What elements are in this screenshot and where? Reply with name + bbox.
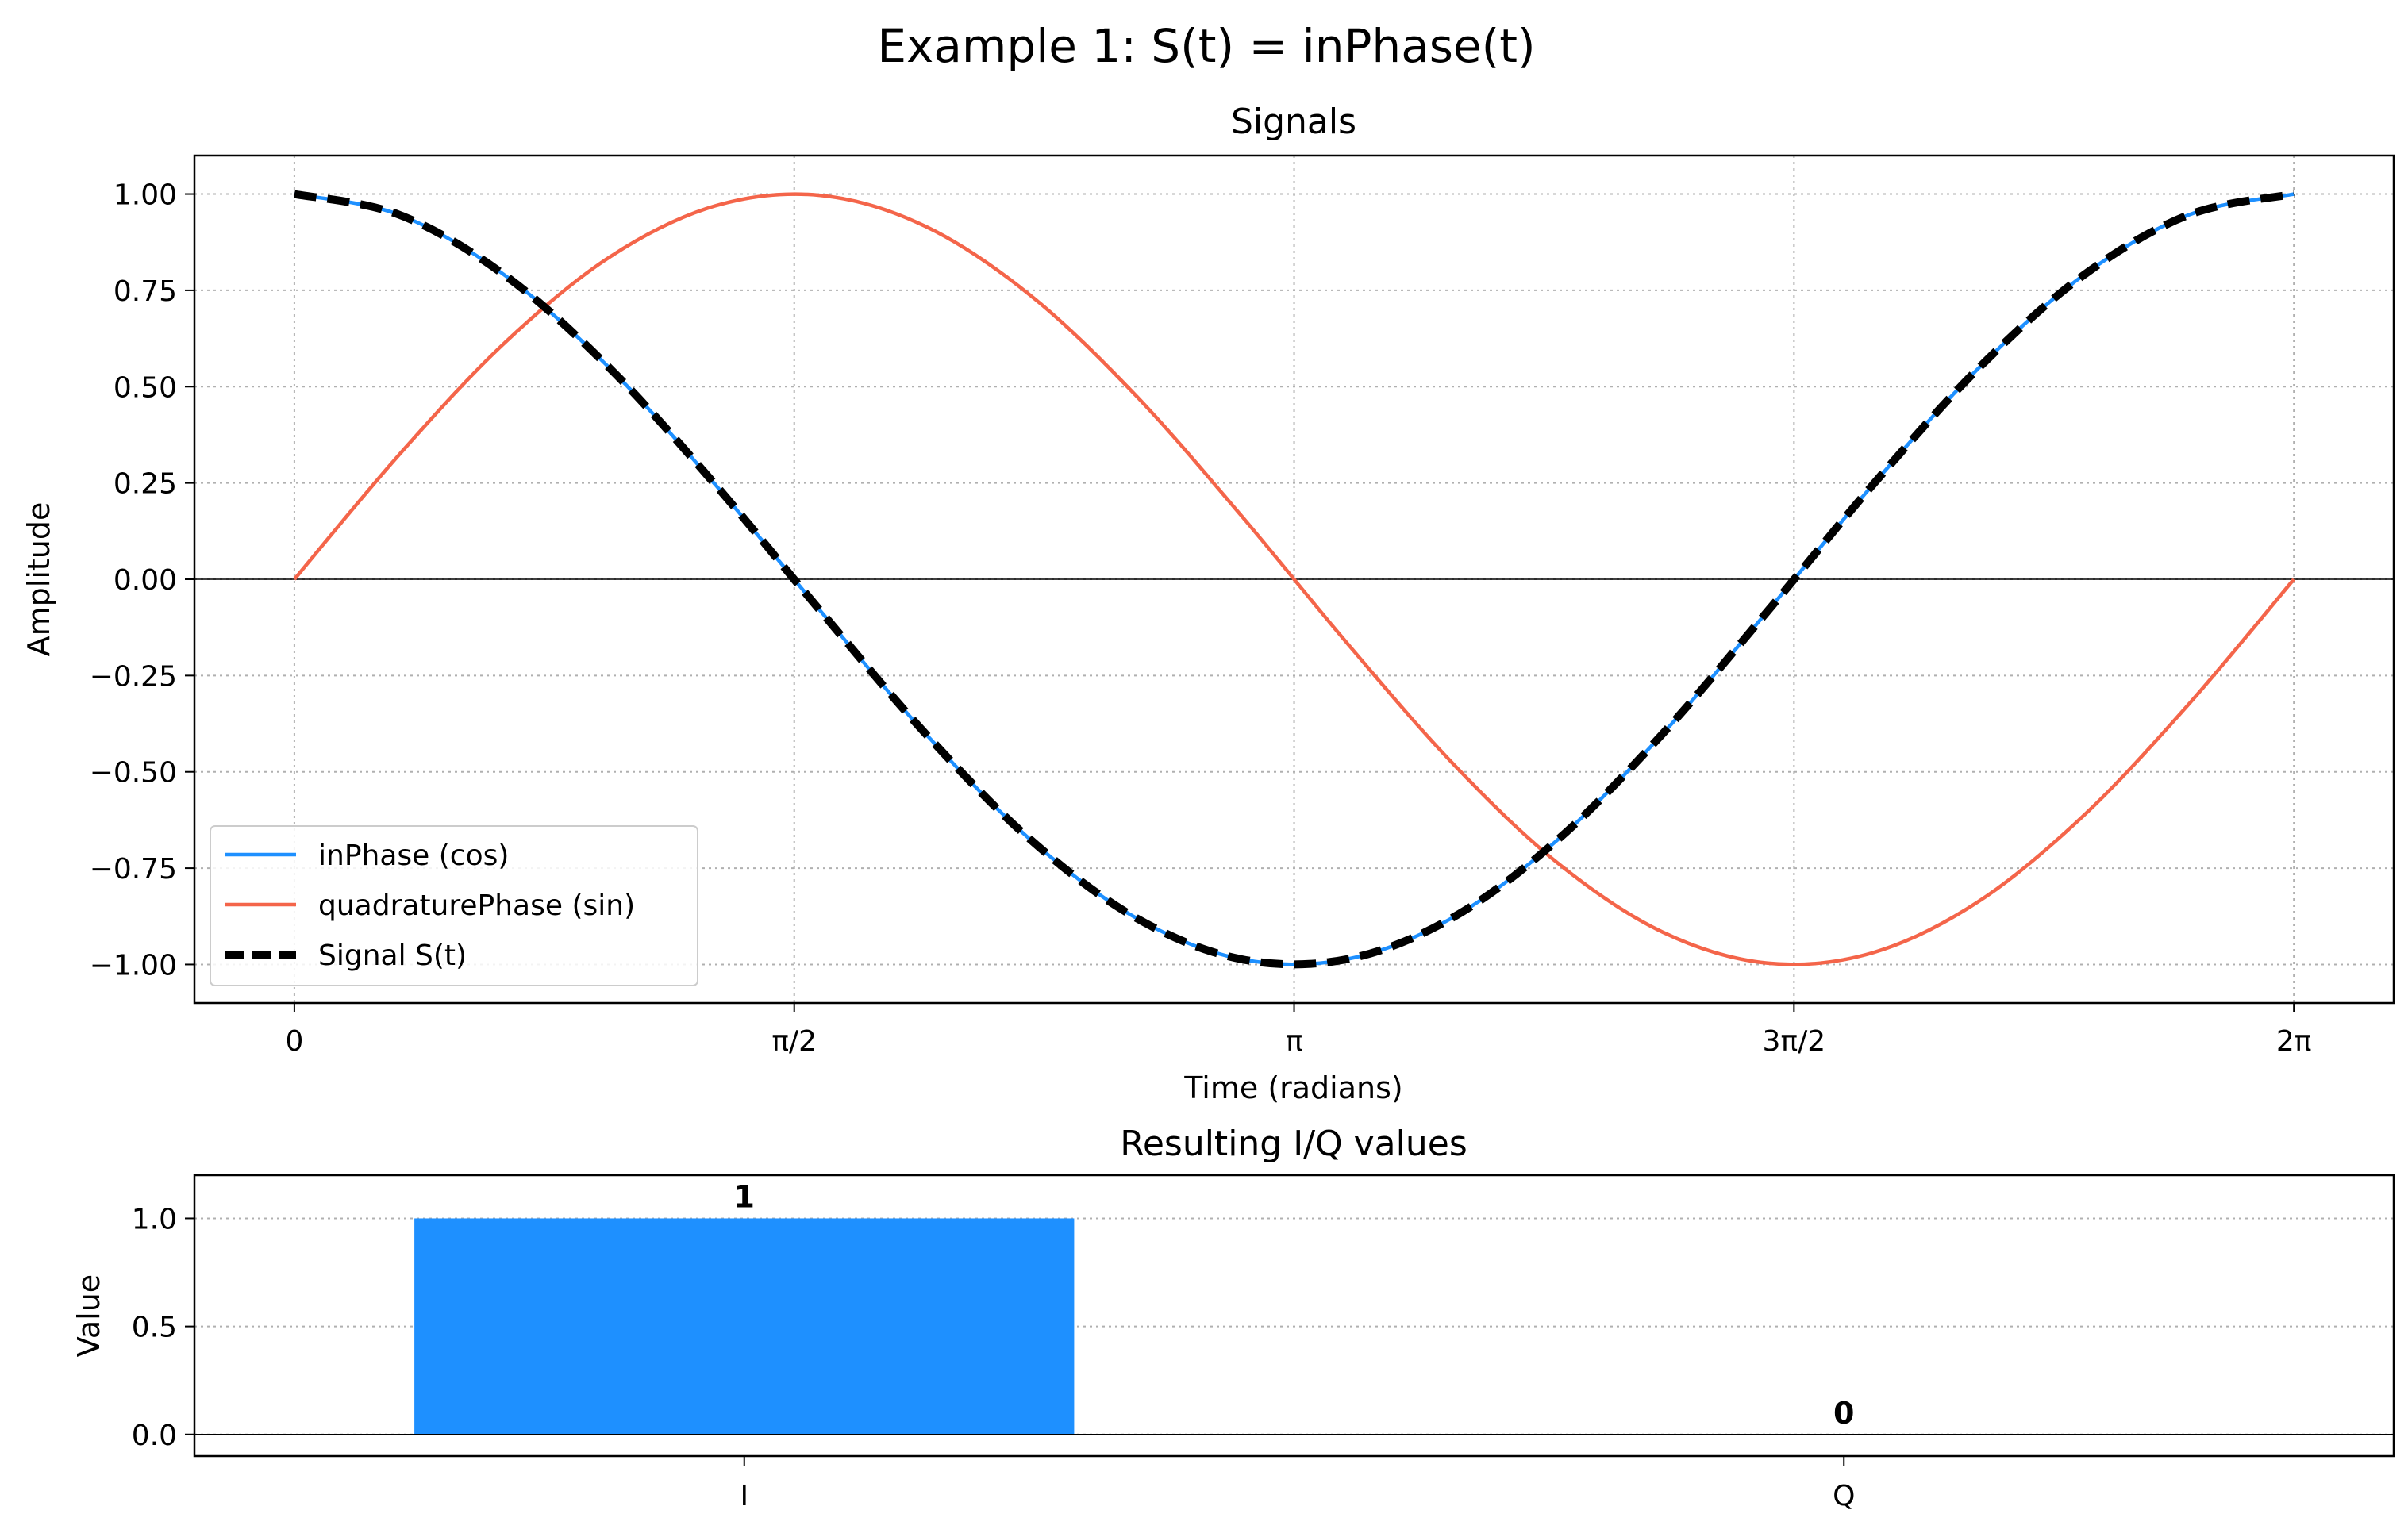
legend-entry: inPhase (cos) [318,840,509,872]
quadrature-line [293,192,2295,966]
bar-value-label: 0 [1833,1396,1854,1431]
legend-entry: Signal S(t) [318,939,467,972]
bar-i [414,1218,1075,1435]
signals-lines [293,190,2295,969]
signals-x-tick-label: π/2 [771,1025,817,1058]
signals-x-tick-label: 0 [285,1025,303,1058]
figure-title: Example 1: S(t) = inPhase(t) [877,19,1535,73]
legend-frame [210,825,698,986]
signals-x-tick-label: 2π [2276,1025,2312,1058]
signals-x-label: Time (radians) [1183,1070,1402,1105]
signals-y-tick-label: 0.00 [113,564,177,597]
iq-y-label: Value [71,1274,106,1357]
signals-panel: 0 π/2 π 3π/2 2π −1.00 −0.75 −0.50 −0.25 0.00 0.25… [21,102,2395,1105]
signals-y-ticks: −1.00 −0.75 −0.50 −0.25 0.00 0.25 0.50 0.75 1.00 [90,179,194,982]
signals-x-tick-label: 3π/2 [1763,1025,1826,1058]
iq-title: Resulting I/Q values [1120,1124,1467,1164]
signal-line [293,190,2295,969]
iq-y-tick-label: 0.0 [132,1420,177,1452]
signals-y-tick-label: 0.75 [113,275,177,308]
signals-x-ticks: 0 π/2 π 3π/2 2π [285,1003,2311,1058]
iq-x-tick-label: I [740,1480,748,1512]
signals-y-tick-label: −0.50 [90,757,177,790]
signals-y-tick-label: 0.25 [113,468,177,501]
signals-x-tick-label: π [1286,1025,1303,1058]
iq-bars [414,1218,1075,1435]
iq-x-tick-label: Q [1833,1480,1855,1512]
iq-bar-labels: 10 [734,1179,1855,1430]
signals-title: Signals [1231,102,1356,142]
signals-y-tick-label: −0.75 [90,853,177,886]
iq-y-tick-label: 1.0 [132,1203,177,1235]
bar-value-label: 1 [734,1179,755,1214]
signals-y-label: Amplitude [21,502,56,657]
iq-y-tick-label: 0.5 [132,1312,177,1344]
signals-y-tick-label: 0.50 [113,371,177,404]
signals-y-tick-label: −0.25 [90,660,177,693]
signals-legend: inPhase (cos) quadraturePhase (sin) Signal… [210,825,698,986]
signals-y-tick-label: −1.00 [90,949,177,982]
iq-y-ticks: 0.0 0.5 1.0 [132,1203,194,1452]
legend-entry: quadraturePhase (sin) [318,890,635,922]
signals-y-tick-label: 1.00 [113,179,177,212]
iq-plot-frame [193,1174,2395,1458]
